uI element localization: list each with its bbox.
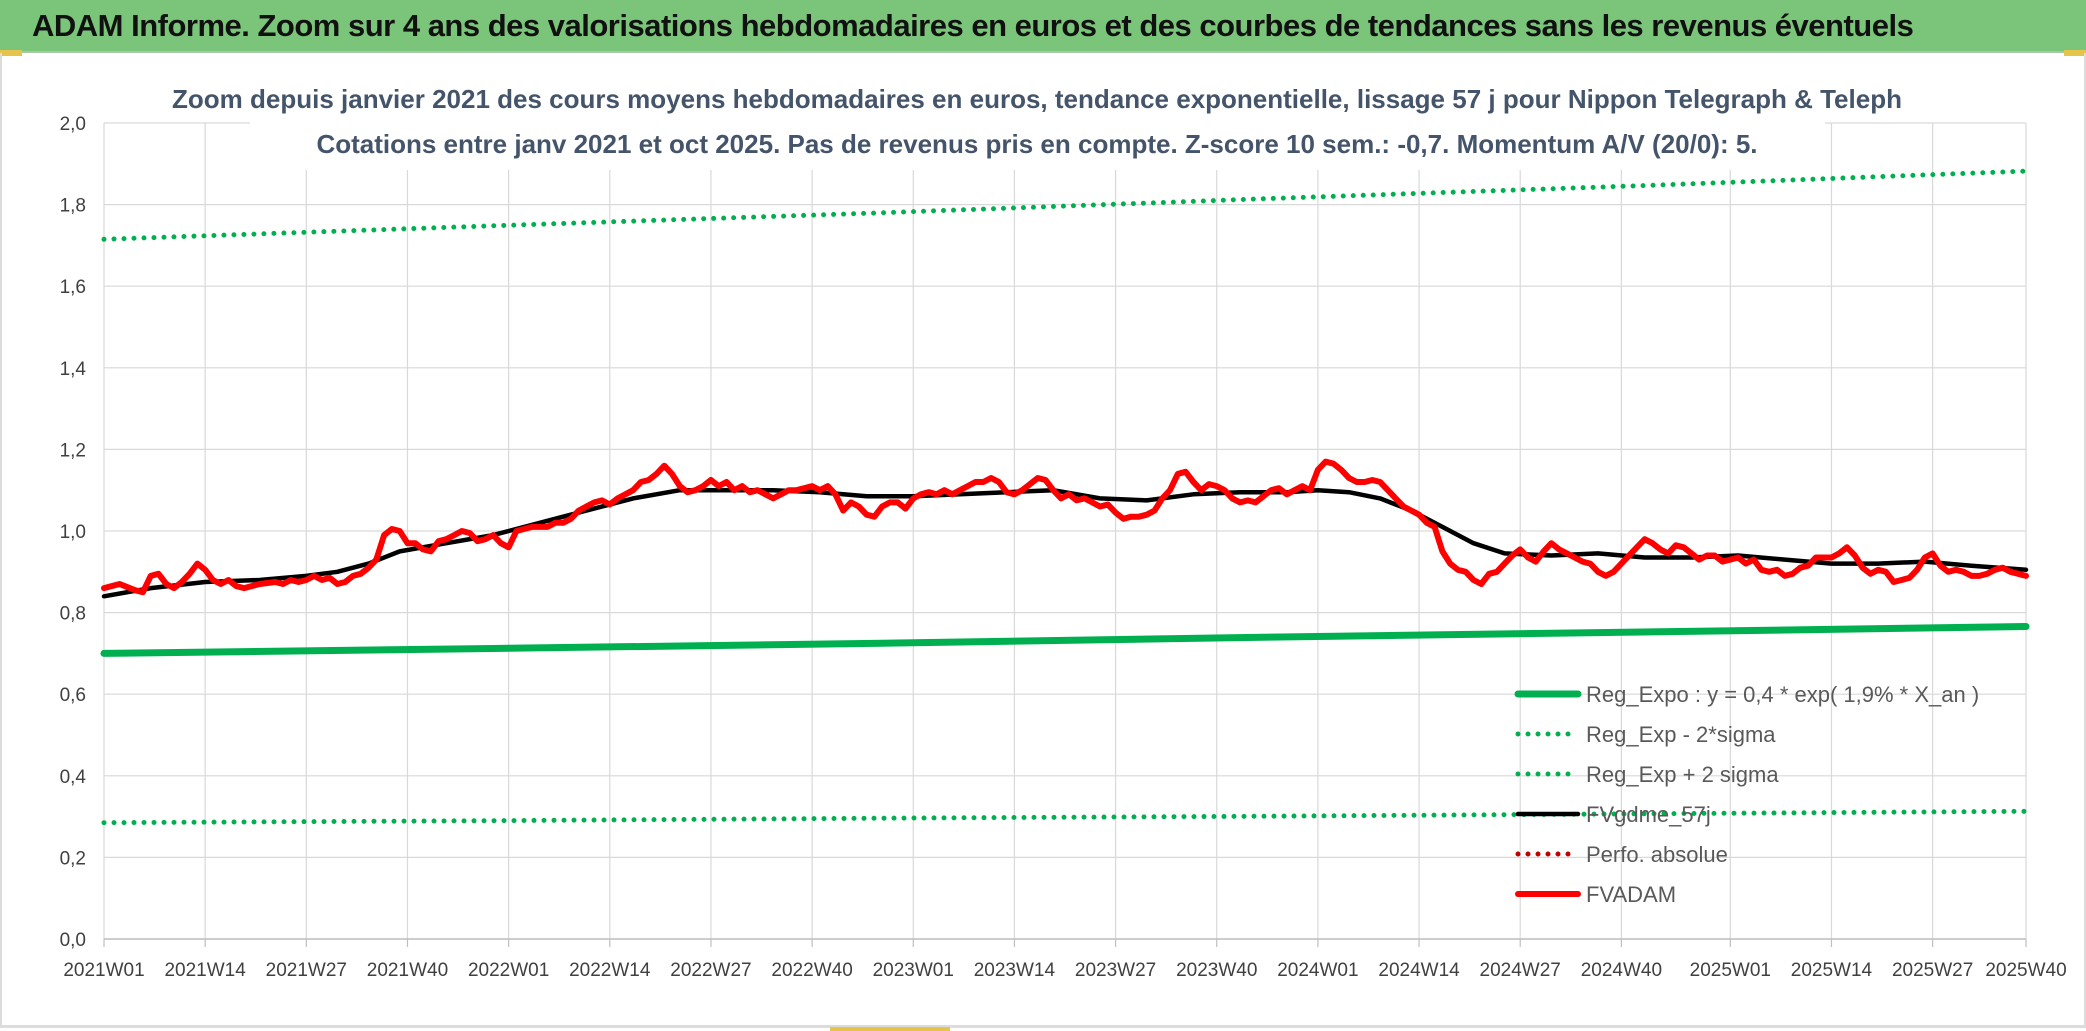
chart-frame bbox=[0, 53, 2086, 1028]
axis-layer: 0,0 0,2 0,4 0,6 0,8 1,0 1,2 1,4 1,6 1,8 2,0 2021W01… bbox=[60, 114, 2067, 981]
x-tick-label: 2021W27 bbox=[266, 960, 347, 981]
series-line-0 bbox=[100, 623, 2030, 657]
x-tick-label: 2024W01 bbox=[1277, 960, 1358, 981]
chart-title-layer: Zoom depuis janvier 2021 des cours moyen… bbox=[172, 80, 1902, 170]
y-tick-label: 0,6 bbox=[60, 685, 86, 706]
x-tick-label: 2024W14 bbox=[1378, 960, 1460, 981]
banner-accent-left bbox=[0, 50, 22, 56]
y-tick-label: 2,0 bbox=[60, 114, 86, 135]
grid-layer bbox=[103, 122, 2027, 940]
y-tick-label: 1,2 bbox=[60, 440, 86, 461]
x-tick-label: 2022W14 bbox=[569, 960, 651, 981]
x-tick-label: 2021W40 bbox=[367, 960, 448, 981]
x-tick-label: 2023W01 bbox=[873, 960, 954, 981]
chart-title-line-2: Cotations entre janv 2021 et oct 2025. P… bbox=[316, 129, 1757, 159]
y-tick-label: 0,4 bbox=[60, 767, 87, 788]
x-tick-label: 2021W14 bbox=[164, 960, 246, 981]
legend-label: Reg_Exp - 2*sigma bbox=[1586, 722, 1776, 747]
x-tick-label: 2023W27 bbox=[1075, 960, 1156, 981]
y-tick-label: 0,2 bbox=[60, 848, 86, 869]
series-line-1 bbox=[101, 808, 2029, 826]
series-layer bbox=[100, 168, 2030, 826]
y-tick-label: 1,8 bbox=[60, 196, 86, 217]
x-tick-label: 2024W27 bbox=[1480, 960, 1561, 981]
x-tick-label: 2025W14 bbox=[1791, 960, 1873, 981]
banner-title: ADAM Informe. Zoom sur 4 ans des valoris… bbox=[32, 8, 1914, 43]
legend-label: FVADAM bbox=[1586, 882, 1676, 907]
report-banner: ADAM Informe. Zoom sur 4 ans des valoris… bbox=[0, 0, 2086, 53]
y-tick-label: 1,0 bbox=[60, 522, 86, 543]
y-tick-label: 0,0 bbox=[60, 930, 86, 951]
legend-label: FVgdme_57j bbox=[1586, 802, 1711, 827]
banner-accent-right bbox=[2064, 50, 2086, 56]
legend-label: Reg_Expo : y = 0,4 * exp( 1,9% * X_an ) bbox=[1586, 682, 1979, 707]
x-tick-label: 2025W01 bbox=[1690, 960, 1771, 981]
x-tick-label: 2022W40 bbox=[771, 960, 852, 981]
x-tick-label: 2024W40 bbox=[1581, 960, 1662, 981]
x-tick-label: 2022W01 bbox=[468, 960, 549, 981]
x-tick-label: 2021W01 bbox=[63, 960, 144, 981]
y-tick-label: 1,4 bbox=[60, 359, 87, 380]
series-line-5 bbox=[101, 458, 2029, 596]
bottom-accent bbox=[830, 1027, 950, 1031]
x-tick-label: 2023W14 bbox=[974, 960, 1056, 981]
chart-title-line-1: Zoom depuis janvier 2021 des cours moyen… bbox=[172, 84, 1902, 114]
x-tick-label: 2025W27 bbox=[1892, 960, 1973, 981]
series-line-3 bbox=[101, 487, 2029, 599]
x-tick-label: 2023W40 bbox=[1176, 960, 1257, 981]
legend-label: Reg_Exp + 2 sigma bbox=[1586, 762, 1779, 787]
legend-label: Perfo. absolue bbox=[1586, 842, 1728, 867]
chart-legend: Reg_Expo : y = 0,4 * exp( 1,9% * X_an ) R… bbox=[1514, 682, 1979, 907]
series-line-2 bbox=[101, 168, 2029, 242]
y-tick-label: 0,8 bbox=[60, 604, 86, 625]
chart-title-background bbox=[250, 80, 1825, 170]
x-tick-label: 2022W27 bbox=[670, 960, 751, 981]
y-tick-label: 1,6 bbox=[60, 277, 86, 298]
x-tick-label: 2025W40 bbox=[1985, 960, 2066, 981]
